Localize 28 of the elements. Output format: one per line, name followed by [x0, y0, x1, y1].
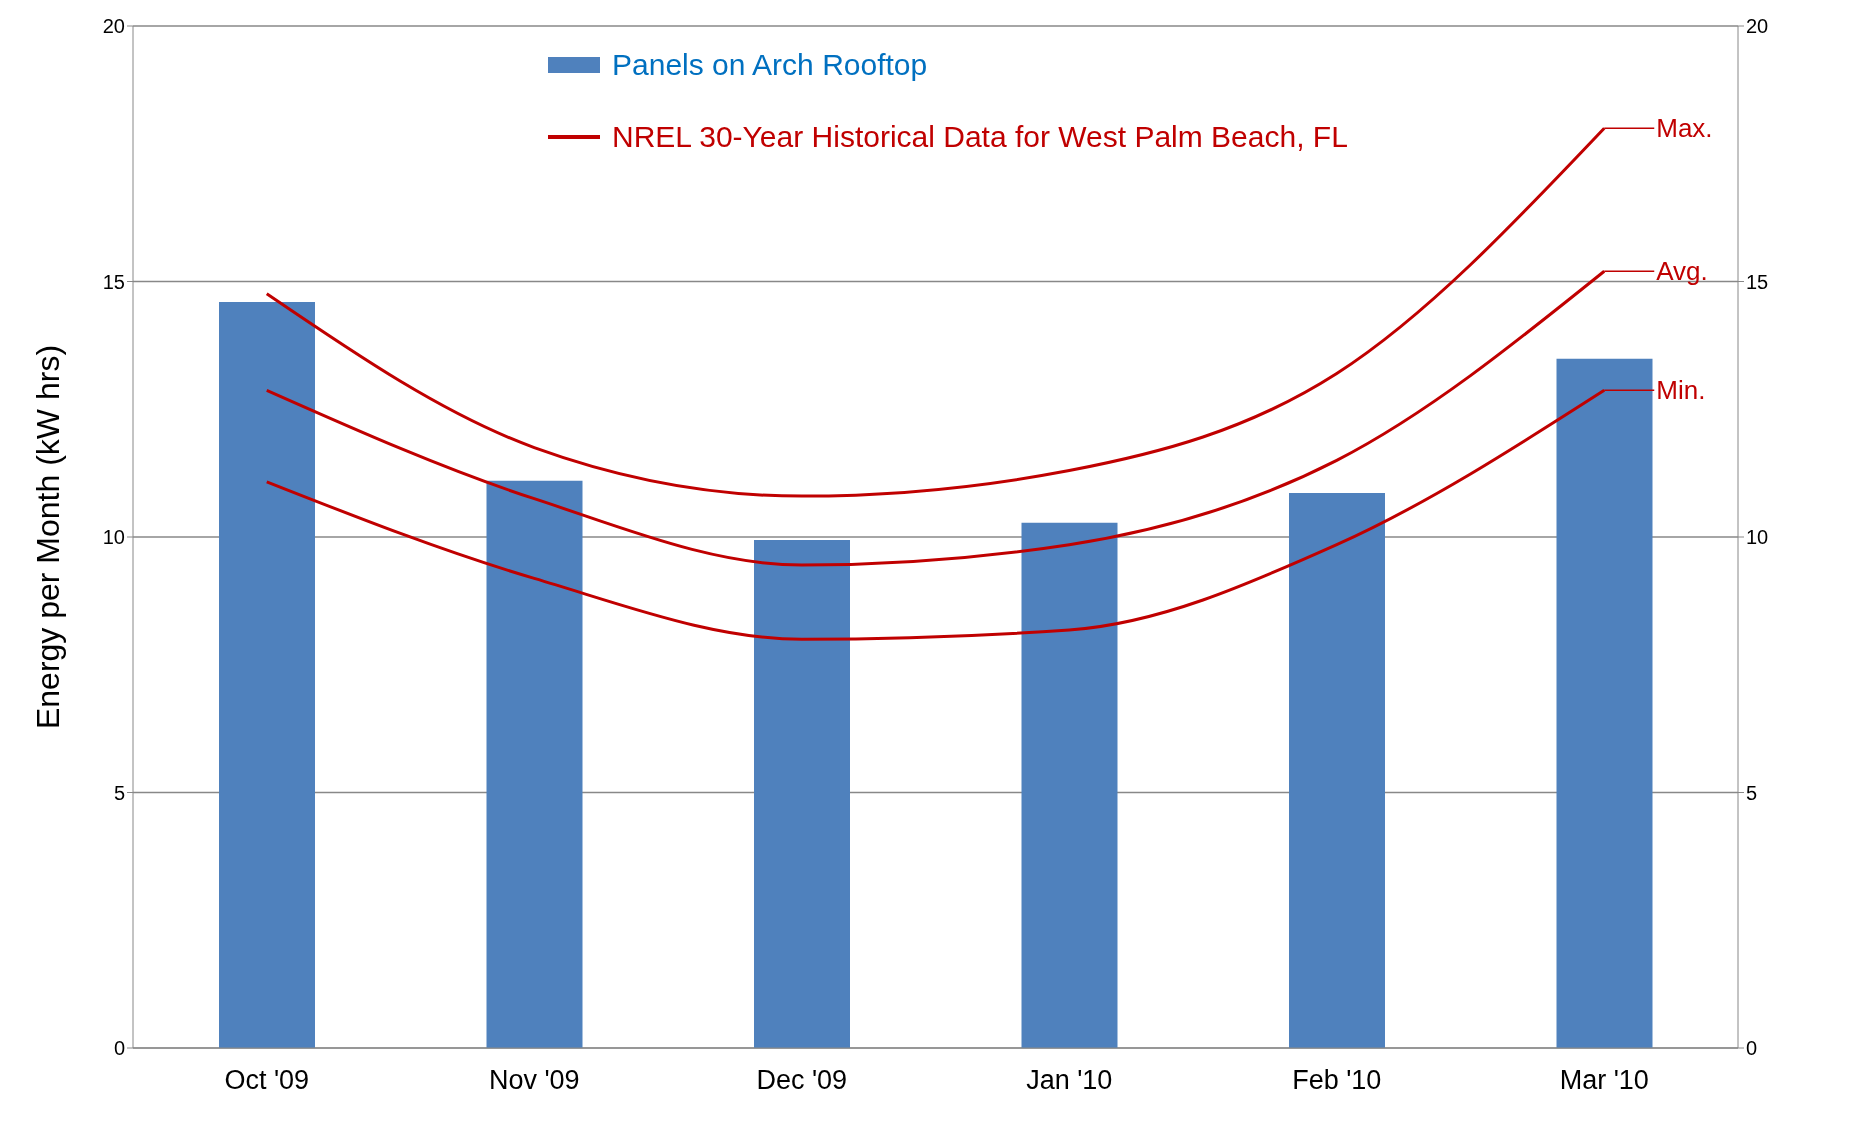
y-tick-label: 15 — [102, 270, 125, 293]
x-tick-label: Oct '09 — [224, 1065, 310, 1096]
legend-label: Avg. — [1656, 256, 1708, 287]
y2-tick-label: 5 — [1746, 781, 1758, 804]
annotation: NREL 30-Year Historical Data for West Palm Beach, FL — [612, 120, 1348, 154]
x-tick-label: Nov '09 — [488, 1065, 580, 1096]
legend-label: Min. — [1656, 375, 1706, 406]
y2-tick-label: 10 — [1746, 526, 1769, 549]
y-tick-label: 5 — [113, 781, 125, 804]
y-tick-label: 0 — [113, 1037, 125, 1060]
y-tick-label: 20 — [102, 15, 125, 38]
y-axis-title: Energy per Month (kW hrs) — [30, 344, 67, 730]
legend-label: Panels on Arch Rooftop — [612, 48, 928, 82]
bar — [1289, 493, 1385, 1048]
bar — [754, 540, 850, 1048]
x-tick-label: Jan '10 — [1026, 1065, 1113, 1096]
x-tick-label: Feb '10 — [1292, 1065, 1382, 1096]
x-tick-label: Dec '09 — [756, 1065, 848, 1096]
bar — [1556, 358, 1653, 1048]
y2-tick-label: 0 — [1746, 1037, 1758, 1060]
y2-tick-label: 20 — [1746, 15, 1769, 38]
y2-tick-label: 15 — [1746, 270, 1769, 293]
legend-label: Max. — [1656, 113, 1713, 144]
bar — [486, 480, 583, 1048]
y-tick-label: 10 — [102, 526, 125, 549]
bar — [1021, 522, 1118, 1048]
bar — [219, 301, 315, 1048]
x-tick-label: Mar '10 — [1559, 1065, 1649, 1096]
